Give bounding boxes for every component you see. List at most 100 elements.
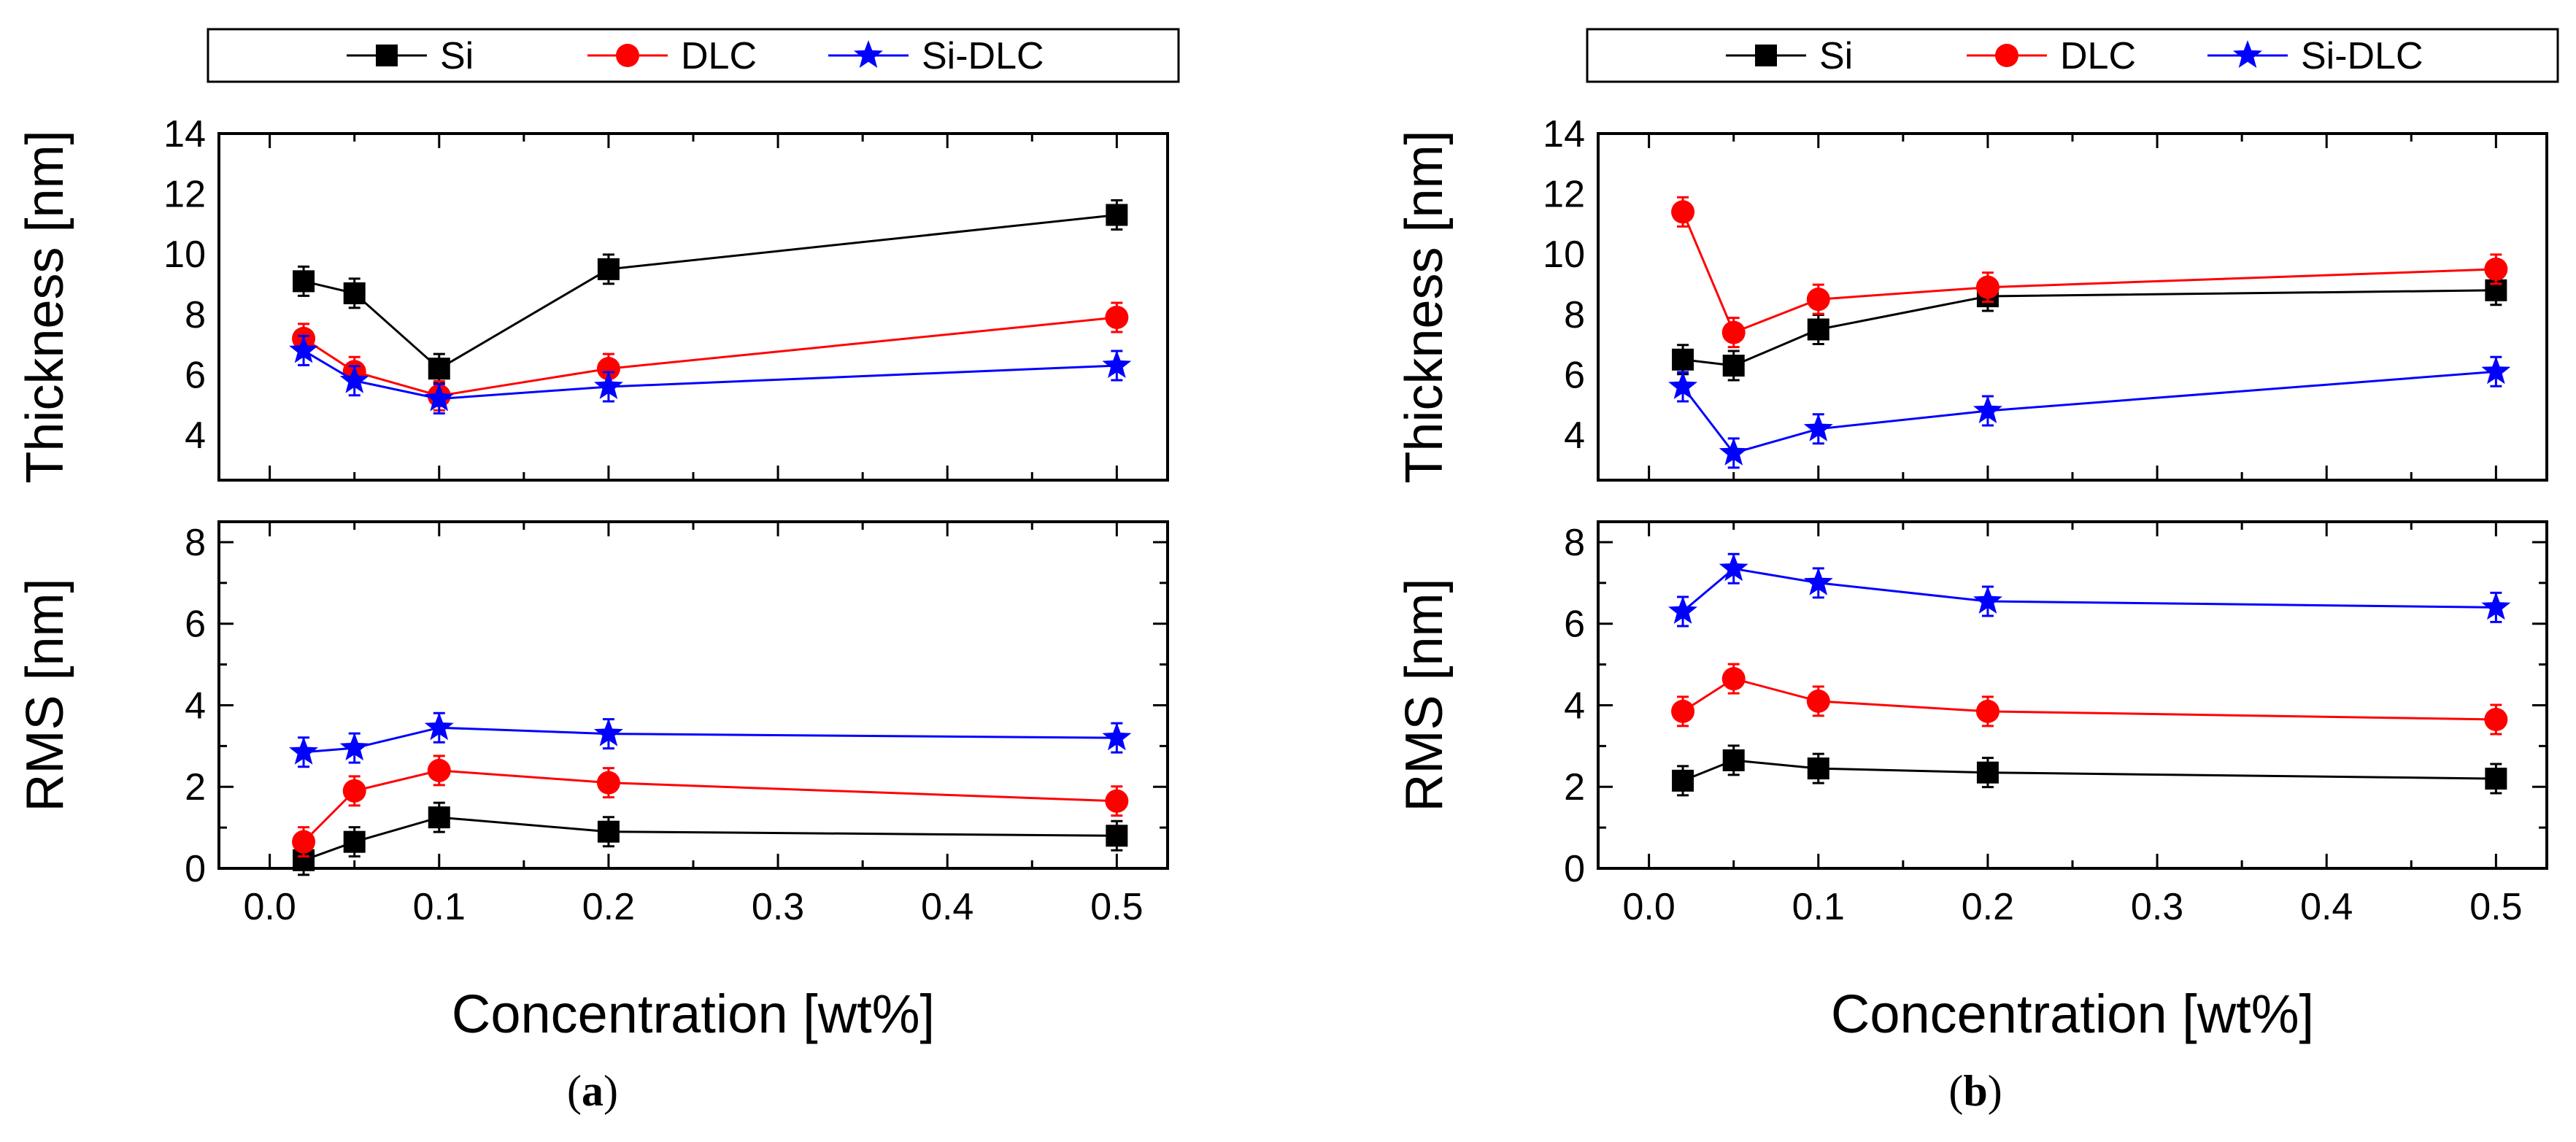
series-line [1681,370,2496,455]
x-tick-label: 0.4 [2300,886,2353,928]
legend-marker-square [1755,45,1777,66]
plot-frame [217,520,1169,870]
legend-label: Si [440,35,474,77]
data-point [427,758,451,782]
data-point [1105,789,1129,813]
data-point [1722,355,1745,377]
data-point [596,357,620,381]
data-point [1807,757,1829,780]
legend-label: Si-DLC [2301,35,2423,77]
data-point [596,771,620,795]
y-tick-label: 2 [1564,766,1585,809]
data-point [1102,350,1132,378]
y-tick-label: 6 [185,354,206,396]
data-point [1671,699,1695,723]
series-dlc [292,755,1129,858]
data-point [1719,437,1748,466]
caption-paren-close: ) [1988,1067,2002,1115]
legend-item-dlc: DLC [1967,35,2136,77]
data-point [1722,749,1745,771]
caption-paren-open: ( [1948,1067,1963,1115]
plot-frame [217,132,1169,482]
y-tick-label: 6 [185,603,206,646]
y-axis-label: RMS [nm] [16,578,74,811]
data-point [1721,667,1746,691]
y-tick-label: 12 [1543,174,1585,216]
caption-paren-close: ) [603,1067,618,1115]
series-line [1682,759,2496,782]
data-point [1973,586,2002,614]
data-point [342,779,366,803]
series-line [303,214,1117,371]
y-tick-label: 8 [1564,522,1585,564]
legend-label: DLC [2060,35,2136,77]
series-si [1672,274,2507,382]
series-line [1681,211,2496,334]
data-point [293,270,315,293]
data-point [1672,769,1694,792]
y-tick-label: 10 [163,234,206,276]
y-tick-label: 14 [163,113,206,155]
y-axis-label: Thickness [nm] [1395,130,1454,483]
series-line [1682,289,2496,367]
y-tick-label: 14 [1543,113,1585,155]
legend-marker-star [2233,40,2262,68]
x-tick-label: 0.3 [2131,886,2183,928]
y-tick-label: 6 [1564,354,1585,396]
x-tick-label: 0.5 [2469,886,2522,928]
series-line [303,769,1117,843]
data-point [2481,356,2511,385]
y-tick-label: 12 [163,174,206,216]
y-tick-label: 4 [185,684,206,727]
data-point [1721,320,1746,344]
x-tick-label: 0.3 [752,886,804,928]
legend-marker-square [376,45,398,66]
x-tick-label: 0.5 [1090,886,1143,928]
data-point [1803,567,1833,595]
data-point [1806,689,1830,713]
caption-paren-open: ( [567,1067,582,1115]
subplot-b-rms: 0 2 4 6 8 0.0 0.1 0.2 0.3 0.4 0.5 RMS [nm] [1395,520,2548,928]
data-point [2484,257,2508,281]
legend-panel-b: Si DLC Si-DLC [1586,28,2559,83]
data-point [1973,396,2002,423]
legend-item-si: Si [347,35,474,77]
data-point [289,736,318,765]
data-point [1106,825,1128,847]
series-line [1682,677,2496,721]
series-dlc [1671,196,2508,349]
data-point [292,830,316,854]
data-point [594,718,623,746]
legend-marker-star [854,40,883,68]
data-point [597,820,620,843]
y-tick-label: 0 [185,848,206,890]
panel-caption-a: (a) [567,1067,618,1115]
data-point [1671,200,1695,224]
data-point [1807,318,1829,341]
series-si-dlc [289,334,1132,414]
x-tick-label: 0.0 [1622,886,1675,928]
data-point [339,733,369,761]
legend-marker-circle [1995,44,2018,67]
legend-item-si-dlc: Si-DLC [828,35,1044,77]
data-point [289,335,318,363]
x-tick-label: 0.4 [921,886,973,928]
legend-panel-a: Si DLC Si-DLC [207,28,1180,83]
data-point [1975,699,2000,723]
data-point [343,830,366,853]
data-point [2481,592,2511,620]
legend-label: DLC [681,35,757,77]
series-line [1682,567,2496,613]
data-point [428,806,450,829]
data-point [343,282,366,304]
y-tick-label: 8 [1564,294,1585,336]
y-axis-label: RMS [nm] [1395,578,1454,811]
panel-caption-b: (b) [1948,1067,2002,1115]
y-tick-label: 8 [185,294,206,336]
data-point [1105,305,1129,329]
data-point [1102,722,1132,751]
y-tick-label: 4 [185,414,206,457]
data-point [1668,371,1697,399]
